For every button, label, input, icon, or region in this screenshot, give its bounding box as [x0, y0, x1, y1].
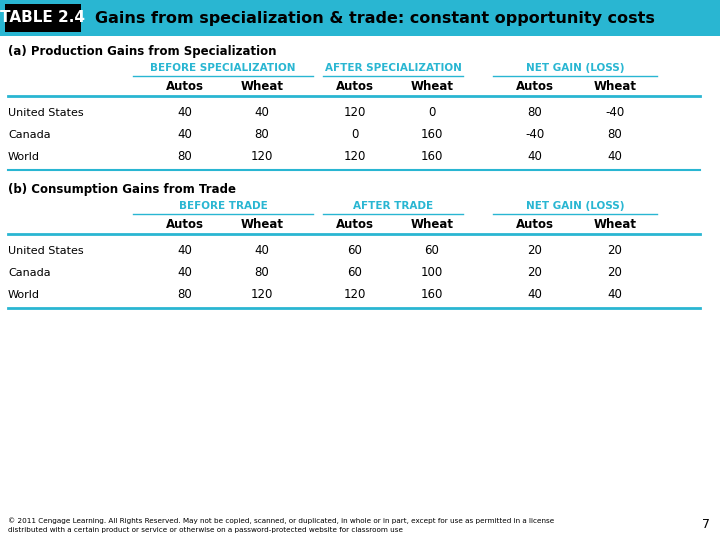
Text: Wheat: Wheat [240, 219, 284, 232]
Text: -40: -40 [606, 106, 625, 119]
Text: AFTER TRADE: AFTER TRADE [353, 201, 433, 211]
Text: 80: 80 [178, 288, 192, 301]
Text: Autos: Autos [166, 219, 204, 232]
Text: (b) Consumption Gains from Trade: (b) Consumption Gains from Trade [8, 183, 236, 195]
Text: Wheat: Wheat [593, 80, 636, 93]
Text: 120: 120 [344, 288, 366, 301]
Text: BEFORE SPECIALIZATION: BEFORE SPECIALIZATION [150, 63, 296, 73]
Bar [5, 4, 81, 32]
Text: 120: 120 [251, 151, 273, 164]
Text: Wheat: Wheat [593, 219, 636, 232]
Text: AFTER SPECIALIZATION: AFTER SPECIALIZATION [325, 63, 462, 73]
Text: 40: 40 [608, 151, 622, 164]
Text: Wheat: Wheat [410, 80, 454, 93]
Text: TABLE 2.4: TABLE 2.4 [1, 10, 86, 25]
Text: 60: 60 [425, 245, 439, 258]
Text: 80: 80 [178, 151, 192, 164]
Text: 40: 40 [608, 288, 622, 301]
Text: Autos: Autos [336, 80, 374, 93]
Text: World: World [8, 290, 40, 300]
Text: United States: United States [8, 246, 84, 256]
Text: 0: 0 [351, 129, 359, 141]
Text: 40: 40 [528, 151, 542, 164]
Text: 20: 20 [608, 267, 622, 280]
Text: BEFORE TRADE: BEFORE TRADE [179, 201, 267, 211]
Text: Wheat: Wheat [240, 80, 284, 93]
Text: -40: -40 [526, 129, 544, 141]
Text: 80: 80 [608, 129, 622, 141]
Text: World: World [8, 152, 40, 162]
Text: Wheat: Wheat [410, 219, 454, 232]
Text: 120: 120 [344, 106, 366, 119]
Text: 0: 0 [428, 106, 436, 119]
Text: Gains from specialization & trade: constant opportunity costs: Gains from specialization & trade: const… [95, 10, 655, 25]
Text: 160: 160 [420, 151, 444, 164]
Text: distributed with a certain product or service or otherwise on a password-protect: distributed with a certain product or se… [8, 527, 403, 533]
Text: 40: 40 [178, 106, 192, 119]
Text: 80: 80 [255, 267, 269, 280]
Text: 40: 40 [528, 288, 542, 301]
Text: Autos: Autos [166, 80, 204, 93]
Text: 120: 120 [344, 151, 366, 164]
Text: 40: 40 [178, 267, 192, 280]
Text: Canada: Canada [8, 268, 50, 278]
Text: NET GAIN (LOSS): NET GAIN (LOSS) [526, 201, 624, 211]
Text: 40: 40 [255, 245, 269, 258]
Text: 60: 60 [348, 245, 362, 258]
Text: (a) Production Gains from Specialization: (a) Production Gains from Specialization [8, 44, 276, 57]
Text: 20: 20 [528, 267, 542, 280]
Text: Canada: Canada [8, 130, 50, 140]
Text: 80: 80 [255, 129, 269, 141]
Text: © 2011 Cengage Learning. All Rights Reserved. May not be copied, scanned, or dup: © 2011 Cengage Learning. All Rights Rese… [8, 518, 554, 524]
Text: NET GAIN (LOSS): NET GAIN (LOSS) [526, 63, 624, 73]
Text: 160: 160 [420, 288, 444, 301]
Text: 20: 20 [608, 245, 622, 258]
Text: Autos: Autos [516, 80, 554, 93]
Text: United States: United States [8, 108, 84, 118]
Text: 160: 160 [420, 129, 444, 141]
Text: 100: 100 [421, 267, 443, 280]
Text: 40: 40 [178, 129, 192, 141]
Text: 80: 80 [528, 106, 542, 119]
Text: Autos: Autos [336, 219, 374, 232]
Bar [0, 0, 720, 36]
Text: 20: 20 [528, 245, 542, 258]
Text: Autos: Autos [516, 219, 554, 232]
Text: 40: 40 [255, 106, 269, 119]
Text: 60: 60 [348, 267, 362, 280]
Text: 120: 120 [251, 288, 273, 301]
Text: 7: 7 [702, 518, 710, 531]
Text: 40: 40 [178, 245, 192, 258]
